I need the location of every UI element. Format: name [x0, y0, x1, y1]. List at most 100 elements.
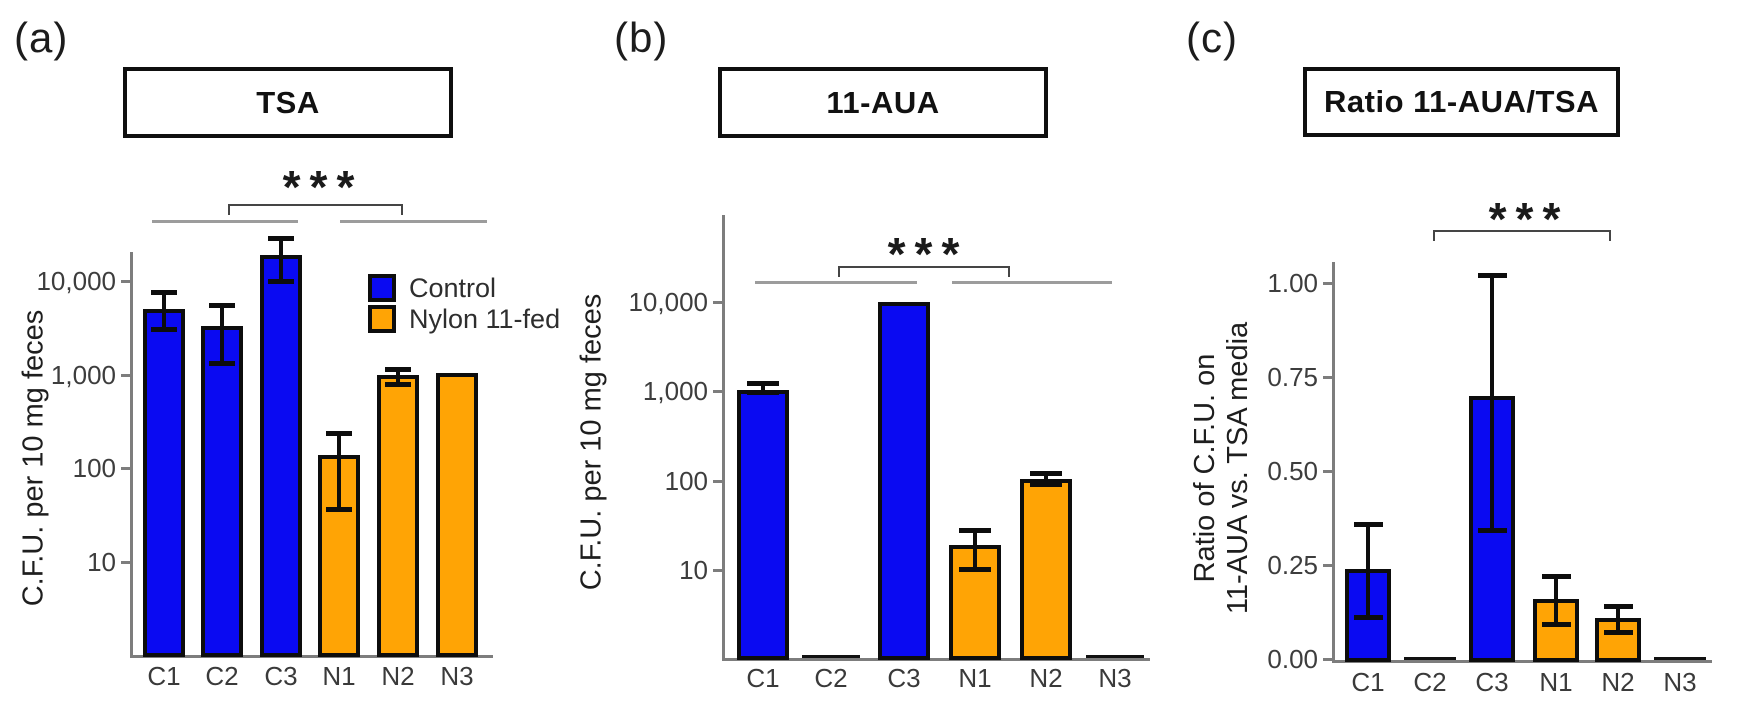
panel-b-y-axis-label: C.F.U. per 10 mg feces [575, 293, 608, 591]
y-tick-label: 10 [679, 555, 708, 585]
error-cap-top-N2 [1603, 604, 1633, 610]
y-tick-mark [1323, 658, 1332, 661]
error-cap-bottom-N2 [1030, 481, 1062, 487]
y-tick-mark [713, 301, 722, 305]
x-tick-label-N2: N2 [1601, 667, 1635, 697]
error-cap-top-C2 [209, 303, 235, 309]
x-tick-label-N3: N3 [1098, 663, 1132, 693]
y-tick-mark [713, 479, 722, 483]
x-tick-label-C2: C2 [205, 661, 239, 691]
error-cap-bottom-C1 [747, 390, 779, 396]
y-tick-mark [121, 467, 130, 471]
significance-bracket [1433, 230, 1611, 232]
panel-c-title-box: Ratio 11-AUA/TSA [1303, 67, 1620, 137]
y-tick-mark [121, 279, 130, 283]
panel-c-title: Ratio 11-AUA/TSA [1324, 84, 1599, 119]
error-bar-N2 [396, 368, 400, 385]
x-tick-label-C3: C3 [887, 663, 921, 693]
error-cap-bottom-N1 [1541, 622, 1571, 628]
error-bar-N1 [973, 530, 977, 570]
x-tick-label-C1: C1 [746, 663, 780, 693]
x-axis-line [722, 658, 1150, 661]
x-tick-label-N3: N3 [1663, 667, 1697, 697]
group-underline-control [755, 281, 917, 284]
bar-C1 [143, 309, 185, 657]
y-tick-mark [1323, 470, 1332, 473]
y-tick-label: 10,000 [628, 287, 708, 318]
x-tick-label-N1: N1 [958, 663, 992, 693]
y-tick-label: 0.50 [1267, 456, 1318, 486]
error-cap-top-C1 [151, 290, 177, 296]
legend: Control Nylon 11-fed [368, 272, 561, 336]
error-cap-bottom-N1 [326, 506, 352, 512]
panel-c-y-axis-label-line1: Ratio of C.F.U. on [1189, 353, 1221, 583]
legend-label-control: Control [409, 272, 497, 303]
y-tick-mark [1323, 564, 1332, 567]
bar-C3 [260, 254, 302, 657]
x-axis-line [130, 655, 493, 658]
y-tick-label: 1,000 [50, 359, 116, 390]
flat-bar-C2 [1404, 657, 1456, 660]
x-tick-label-N1: N1 [1539, 667, 1573, 697]
panel-b-title: 11-AUA [826, 84, 940, 120]
bar-C1 [737, 389, 789, 660]
error-bar-C1 [1366, 523, 1370, 618]
flat-bar-N3 [1654, 657, 1706, 660]
error-cap-bottom-C3 [1477, 528, 1507, 534]
panel-a-title: TSA [256, 84, 320, 120]
error-cap-top-N1 [326, 430, 352, 436]
group-underline-control [152, 220, 298, 223]
error-bar-N1 [1554, 576, 1558, 626]
error-bar-C1 [162, 292, 166, 330]
error-cap-bottom-C1 [151, 326, 177, 332]
error-cap-top-C3 [1477, 273, 1507, 279]
error-bar-N2 [1044, 472, 1048, 485]
significance-bracket [838, 266, 1010, 268]
error-bar-N1 [337, 432, 341, 510]
x-tick-label-N1: N1 [322, 661, 356, 691]
significance-bracket [228, 204, 403, 206]
bar-N2 [377, 374, 419, 657]
y-tick-mark [1323, 376, 1332, 379]
error-cap-bottom-C3 [268, 278, 294, 284]
y-tick-mark [713, 569, 722, 572]
y-tick-label: 100 [664, 465, 708, 496]
legend-label-nylon-11-fed: Nylon 11-fed [409, 303, 561, 334]
significance-bracket-right-tick [1609, 230, 1611, 241]
panel-a-title-box: TSA [123, 67, 453, 138]
panel-c-label: (c) [1186, 14, 1238, 61]
x-tick-label-C1: C1 [147, 661, 181, 691]
bar-C3 [878, 302, 930, 660]
x-tick-label-C3: C3 [1475, 667, 1509, 697]
y-tick-label: 1,000 [642, 376, 708, 407]
panel-c-significance-stars: *** [1488, 193, 1570, 245]
error-cap-top-N1 [1541, 574, 1571, 580]
bar-N3 [436, 372, 478, 657]
x-tick-label-C2: C2 [814, 663, 848, 693]
y-tick-mark [713, 390, 722, 394]
panel-b-label: (b) [614, 14, 669, 61]
x-tick-label-N2: N2 [381, 661, 415, 691]
flat-bar-N3 [1086, 655, 1144, 658]
y-tick-label: 10 [87, 547, 116, 577]
error-cap-bottom-N1 [959, 567, 991, 572]
flat-bar-C2 [802, 655, 860, 658]
bar-C2 [201, 326, 243, 657]
x-tick-label-C1: C1 [1351, 667, 1385, 697]
y-tick-mark [121, 561, 130, 564]
x-tick-label-C2: C2 [1413, 667, 1447, 697]
significance-bracket-right-tick [1008, 266, 1010, 277]
error-cap-bottom-N2 [1603, 629, 1633, 635]
y-axis-line [1332, 262, 1335, 660]
y-tick-label: 0.25 [1267, 550, 1318, 580]
y-tick-mark [121, 373, 130, 377]
significance-bracket-left-tick [1433, 230, 1435, 241]
error-bar-C1 [761, 382, 765, 394]
group-underline-nylon-11-fed [952, 281, 1112, 284]
legend-item-control: Control [368, 272, 560, 303]
error-cap-bottom-C1 [1353, 614, 1383, 620]
x-tick-label-N3: N3 [440, 661, 474, 691]
bar-N1 [949, 545, 1001, 660]
y-axis-line [130, 252, 133, 655]
